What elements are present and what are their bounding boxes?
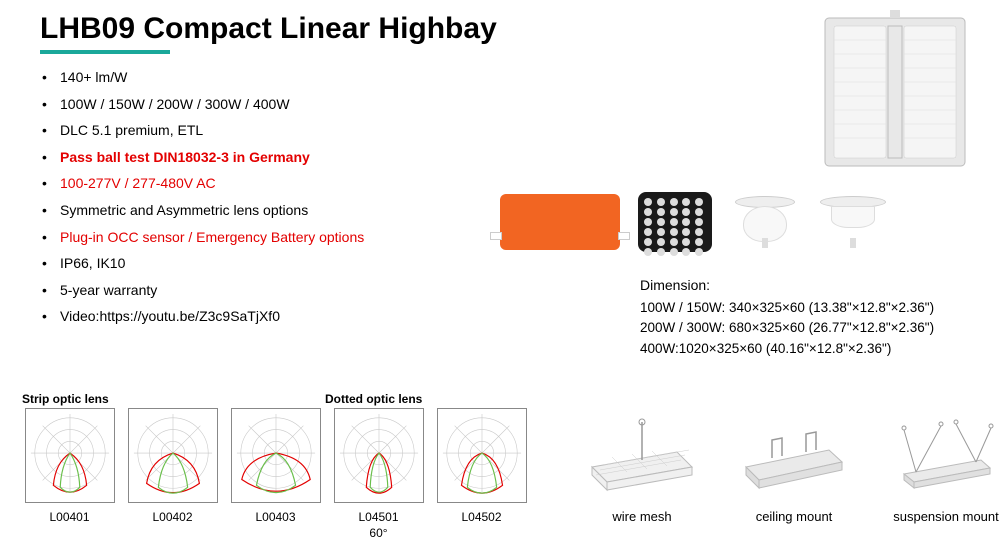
mount-options: wire mesh ceiling mount	[582, 412, 1000, 524]
mount-card: wire mesh	[582, 412, 702, 524]
title-underline	[40, 50, 170, 54]
lens-label: L00402	[125, 510, 220, 524]
mount-card: suspension mount	[886, 412, 1000, 524]
remote-control-icon	[638, 192, 712, 252]
spec-text: Video:https://youtu.be/Z3c9SaTjXf0	[60, 308, 280, 324]
lens-card: L00403	[228, 408, 323, 540]
spec-text: 100W / 150W / 200W / 300W / 400W	[60, 96, 290, 112]
dimension-row: 100W / 150W: 340×325×60 (13.38"×12.8"×2.…	[640, 298, 934, 318]
lens-label: L00403	[228, 510, 323, 524]
product-image	[820, 10, 970, 170]
mount-label: ceiling mount	[734, 509, 854, 524]
occ-sensor-icon	[730, 196, 800, 248]
lens-card: L04501 60°	[331, 408, 426, 540]
dotted-lens-header: Dotted optic lens	[325, 392, 422, 406]
dimension-row: 200W / 300W: 680×325×60 (26.77"×12.8"×2.…	[640, 318, 934, 338]
dimension-row: 400W:1020×325×60 (40.16"×12.8"×2.36")	[640, 339, 934, 359]
polar-diagram-icon	[25, 408, 115, 503]
occ-sensor-flat-icon	[818, 196, 888, 248]
polar-diagram-icon	[334, 408, 424, 503]
lens-label: L04501	[331, 510, 426, 524]
lens-card: L00401	[22, 408, 117, 540]
mount-label: wire mesh	[582, 509, 702, 524]
spec-text: Pass ball test DIN18032-3 in Germany	[60, 149, 310, 165]
spec-text: 140+ lm/W	[60, 69, 127, 85]
spec-text: Plug-in OCC sensor / Emergency Battery o…	[60, 229, 364, 245]
lens-label: L00401	[22, 510, 117, 524]
lens-sublabel: 60°	[331, 526, 426, 540]
spec-text: Symmetric and Asymmetric lens options	[60, 202, 308, 218]
polar-diagram-icon	[231, 408, 321, 503]
spec-text: 100-277V / 277-480V AC	[60, 175, 216, 191]
dimensions-title: Dimension:	[640, 275, 934, 296]
spec-item: IP66, IK10	[60, 250, 1000, 277]
lens-label: L04502	[434, 510, 529, 524]
spec-text: IP66, IK10	[60, 255, 125, 271]
mount-card: ceiling mount	[734, 412, 854, 524]
dimensions-block: Dimension: 100W / 150W: 340×325×60 (13.3…	[640, 275, 934, 359]
suspension-mount-icon	[886, 412, 1000, 502]
mount-label: suspension mount	[886, 509, 1000, 524]
ceiling-mount-icon	[734, 412, 854, 502]
spec-text: 5-year warranty	[60, 282, 157, 298]
lens-card: L00402	[125, 408, 220, 540]
emergency-driver-icon	[500, 194, 620, 250]
lens-card: L04502	[434, 408, 529, 540]
strip-lens-header: Strip optic lens	[22, 392, 109, 406]
spec-text: DLC 5.1 premium, ETL	[60, 122, 203, 138]
accessories-row	[500, 192, 888, 252]
polar-diagram-icon	[437, 408, 527, 503]
polar-diagram-icon	[128, 408, 218, 503]
wire-mesh-icon	[582, 412, 702, 502]
